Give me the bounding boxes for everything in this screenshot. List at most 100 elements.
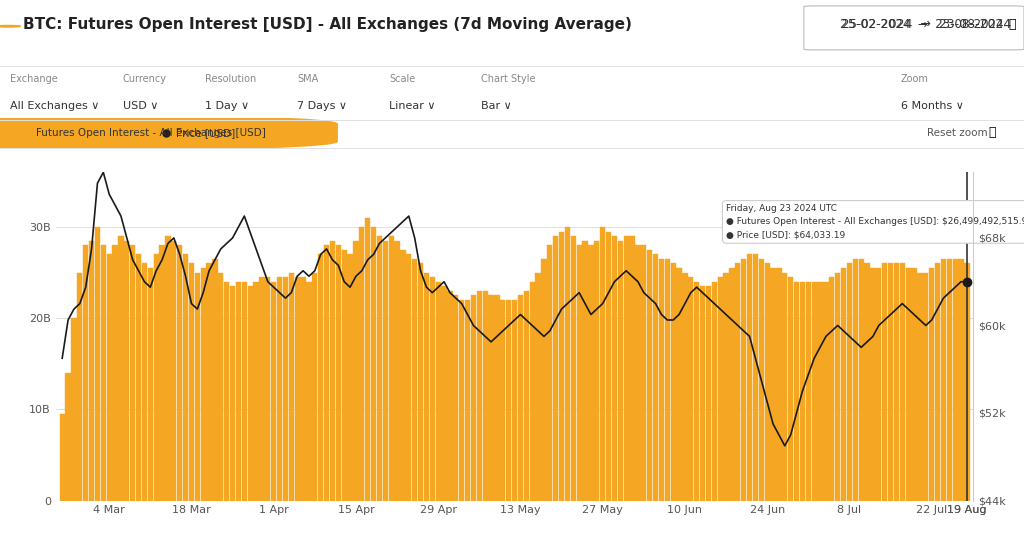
Bar (424, 272, 429, 501)
Bar (924, 272, 929, 501)
Bar (512, 300, 517, 501)
Bar (858, 259, 864, 501)
Bar (882, 264, 888, 501)
Bar (594, 241, 599, 501)
Bar (224, 282, 229, 501)
Bar (465, 300, 470, 501)
Text: 1 Day ∨: 1 Day ∨ (205, 101, 249, 111)
Bar (330, 241, 335, 501)
Bar (488, 295, 494, 501)
Bar (653, 254, 658, 501)
Text: Reset zoom: Reset zoom (927, 127, 987, 138)
Bar (800, 282, 805, 501)
Bar (454, 295, 459, 501)
Bar (536, 272, 541, 501)
Bar (83, 245, 88, 501)
Bar (371, 227, 376, 501)
Bar (435, 282, 440, 501)
Bar (459, 300, 464, 501)
Bar (347, 254, 352, 501)
Bar (318, 254, 324, 501)
Bar (259, 277, 264, 501)
Bar (812, 282, 817, 501)
Bar (506, 300, 511, 501)
Bar (177, 245, 182, 501)
Text: BTC: Futures Open Interest [USD] - All Exchanges (7d Moving Average): BTC: Futures Open Interest [USD] - All E… (23, 18, 632, 32)
Bar (559, 231, 564, 501)
Bar (794, 282, 799, 501)
Bar (212, 259, 217, 501)
Bar (342, 250, 347, 501)
Bar (658, 259, 665, 501)
Bar (741, 259, 746, 501)
Text: Currency: Currency (123, 74, 167, 84)
Bar (853, 259, 858, 501)
Bar (119, 236, 124, 501)
Bar (407, 254, 412, 501)
Bar (471, 295, 476, 501)
Bar (248, 286, 253, 501)
Bar (647, 250, 652, 501)
Bar (72, 318, 77, 501)
Bar (141, 264, 147, 501)
Text: Scale: Scale (389, 74, 416, 84)
Text: 6 Months ∨: 6 Months ∨ (901, 101, 964, 111)
Bar (312, 272, 317, 501)
Bar (154, 254, 159, 501)
Bar (958, 259, 964, 501)
Bar (529, 282, 535, 501)
Bar (677, 268, 682, 501)
Bar (100, 245, 105, 501)
Bar (230, 286, 236, 501)
Bar (900, 264, 905, 501)
Bar (147, 268, 153, 501)
Bar (965, 264, 970, 501)
Bar (95, 227, 100, 501)
Bar (542, 259, 547, 501)
Bar (207, 264, 212, 501)
Bar (829, 277, 835, 501)
Bar (700, 286, 706, 501)
Bar (665, 259, 670, 501)
Bar (289, 272, 294, 501)
Circle shape (0, 26, 20, 27)
Bar (523, 291, 529, 501)
Bar (935, 264, 940, 501)
Bar (236, 282, 241, 501)
Bar (500, 300, 506, 501)
Bar (218, 272, 223, 501)
Bar (694, 282, 699, 501)
Bar (723, 272, 729, 501)
Bar (165, 236, 171, 501)
Bar (59, 414, 65, 501)
Bar (394, 241, 399, 501)
Bar (929, 268, 934, 501)
Text: 7 Days ∨: 7 Days ∨ (297, 101, 347, 111)
Bar (324, 245, 329, 501)
Bar (171, 241, 176, 501)
Bar (400, 250, 406, 501)
Text: 25-02-2024  →  23-08-2024: 25-02-2024 → 23-08-2024 (842, 19, 1004, 31)
Bar (617, 241, 623, 501)
Bar (712, 282, 717, 501)
Bar (283, 277, 288, 501)
Bar (817, 282, 822, 501)
Bar (870, 268, 876, 501)
Bar (201, 268, 206, 501)
Bar (918, 272, 923, 501)
Text: 📅: 📅 (1008, 19, 1016, 31)
Bar (624, 236, 629, 501)
Bar (359, 227, 365, 501)
Bar (776, 268, 781, 501)
Bar (183, 254, 188, 501)
Bar (412, 259, 418, 501)
Bar (782, 272, 787, 501)
Bar (753, 254, 758, 501)
Bar (441, 286, 446, 501)
Bar (941, 259, 946, 501)
Bar (106, 254, 112, 501)
Bar (682, 272, 687, 501)
Bar (518, 295, 523, 501)
Bar (547, 245, 553, 501)
Text: Chart Style: Chart Style (481, 74, 536, 84)
